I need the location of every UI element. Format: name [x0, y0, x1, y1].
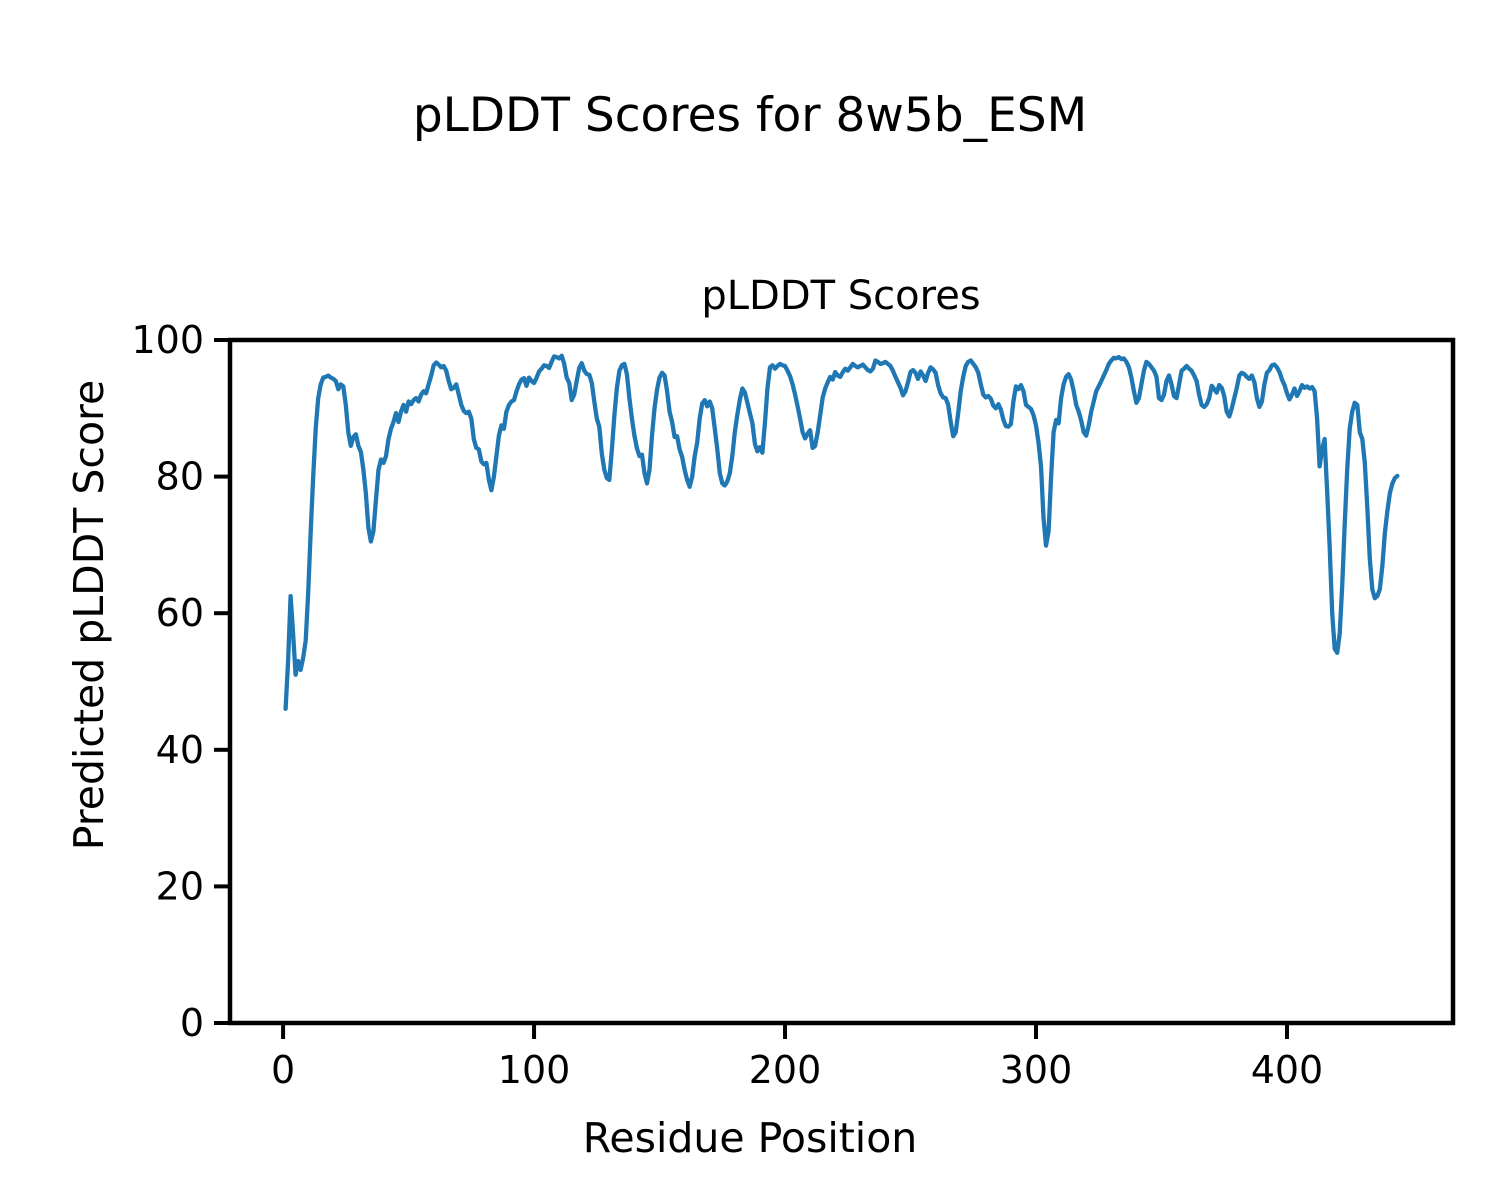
x-axis-label: Residue Position: [583, 1114, 918, 1162]
y-tick-label: 0: [180, 1001, 204, 1045]
y-tick-label: 80: [156, 455, 204, 499]
plot-area-border: [227, 337, 1456, 1026]
figure-title: pLDDT Scores for 8w5b_ESM: [413, 88, 1087, 143]
plddt-line: [283, 353, 1400, 711]
y-tick-label: 100: [131, 318, 204, 362]
x-tick-label: 200: [749, 1048, 822, 1092]
x-tick-label: 300: [1000, 1048, 1073, 1092]
x-tick-label: 400: [1251, 1048, 1324, 1092]
axes-title: pLDDT Scores: [701, 273, 980, 319]
x-tick-label: 100: [498, 1048, 571, 1092]
y-tick-label: 60: [156, 591, 204, 635]
y-axis-ticks: 0 20 40 60 80 100: [131, 318, 228, 1045]
x-axis-ticks: 0 100 200 300 400: [271, 1025, 1323, 1092]
y-tick-label: 20: [156, 864, 204, 908]
y-axis-label: Predicted pLDDT Score: [65, 380, 113, 850]
y-tick-label: 40: [156, 728, 204, 772]
x-tick-label: 0: [271, 1048, 295, 1092]
